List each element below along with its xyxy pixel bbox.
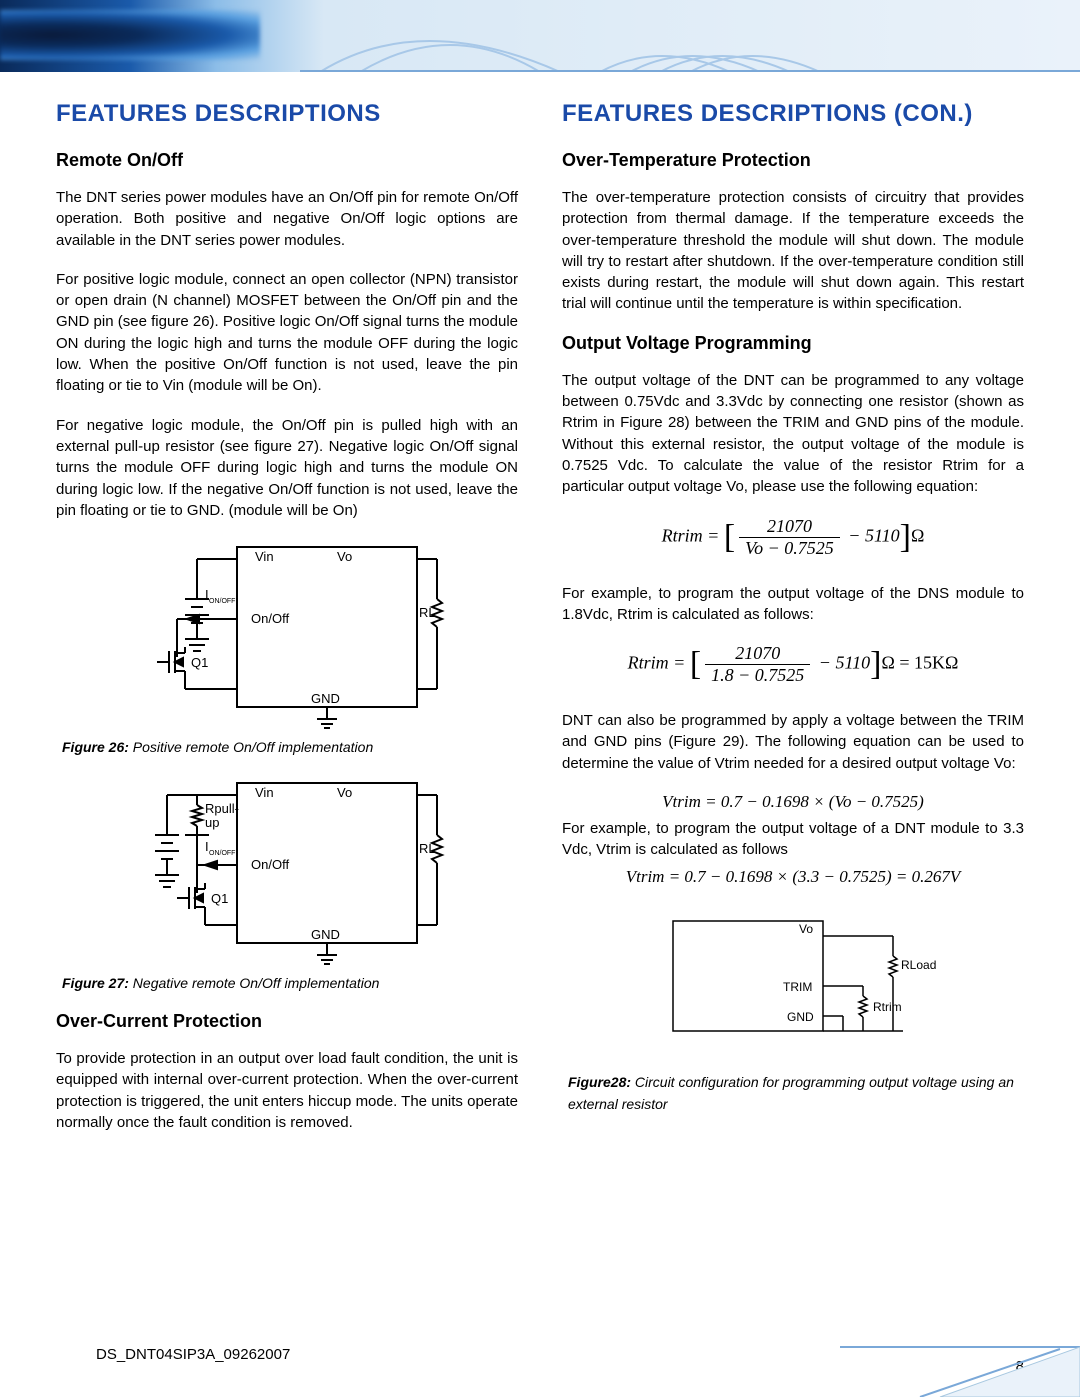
fig27-vin: Vin	[255, 785, 274, 800]
section-title-left: FEATURES DESCRIPTIONS	[56, 100, 518, 128]
fig26-q1: Q1	[191, 655, 208, 670]
fig28-rload: RLoad	[901, 958, 936, 972]
footer-doc-id: DS_DNT04SIP3A_09262007	[96, 1346, 290, 1363]
header-banner	[0, 0, 1080, 72]
ovp-p3: DNT can also be programmed by apply a vo…	[562, 710, 1024, 774]
right-column: FEATURES DESCRIPTIONS (CON.) Over-Temper…	[562, 100, 1024, 1135]
fig27-cap-b: Figure 27:	[62, 975, 129, 991]
fig27-rpull2: up	[205, 815, 219, 830]
fig28-rtrim: Rtrim	[873, 1000, 902, 1014]
remote-p2: For positive logic module, connect an op…	[56, 269, 518, 397]
figure-26: Vin Vo I ON/OFF On/Off RL Q1 GND	[127, 539, 447, 729]
eq2-den: 1.8 − 0.7525	[705, 665, 810, 686]
banner-arcs	[300, 0, 1080, 72]
banner-streak	[0, 10, 260, 60]
figure-26-caption: Figure 26: Positive remote On/Off implem…	[62, 739, 518, 755]
ovp-p4: For example, to program the output volta…	[562, 818, 1024, 861]
equation-4: Vtrim = 0.7 − 0.1698 × (3.3 − 0.7525) = …	[562, 867, 1024, 887]
fig26-cap-t: Positive remote On/Off implementation	[129, 739, 373, 755]
otp-heading: Over-Temperature Protection	[562, 150, 1024, 171]
fig26-vin: Vin	[255, 549, 274, 564]
fig27-gnd: GND	[311, 927, 340, 942]
eq1-unit: Ω	[911, 525, 924, 545]
fig26-vo: Vo	[337, 549, 352, 564]
fig28-cap-b: Figure28:	[568, 1074, 631, 1090]
eq2-unit: Ω = 15KΩ	[881, 653, 958, 673]
fig27-onoff: On/Off	[251, 857, 289, 872]
figure-27: Vin Vo Rpull- up I ON/OFF On/Off RL Q1 G…	[127, 775, 447, 965]
eq1-minus: − 5110	[848, 525, 899, 545]
fig28-gnd: GND	[787, 1010, 814, 1024]
figure-28: Vo TRIM GND RLoad Rtrim	[643, 901, 943, 1061]
ovp-p1: The output voltage of the DNT can be pro…	[562, 370, 1024, 498]
eq1-lhs: Rtrim =	[662, 525, 720, 545]
ocp-p: To provide protection in an output over …	[56, 1048, 518, 1133]
corner-accent	[840, 1337, 1080, 1397]
fig26-gnd: GND	[311, 691, 340, 706]
eq2-minus: − 5110	[819, 653, 870, 673]
eq2-num: 21070	[705, 643, 810, 665]
otp-p: The over-temperature protection consists…	[562, 187, 1024, 315]
remote-p3: For negative logic module, the On/Off pi…	[56, 415, 518, 521]
figure-28-caption: Figure28: Circuit configuration for prog…	[568, 1071, 1024, 1116]
remote-p1: The DNT series power modules have an On/…	[56, 187, 518, 251]
fig28-trim: TRIM	[783, 980, 812, 994]
fig28-vo: Vo	[799, 922, 813, 936]
eq2-lhs: Rtrim =	[628, 653, 686, 673]
fig26-ion-sub: ON/OFF	[209, 598, 235, 605]
left-column: FEATURES DESCRIPTIONS Remote On/Off The …	[56, 100, 518, 1135]
ocp-heading: Over-Current Protection	[56, 1011, 518, 1032]
fig27-ion-sub: ON/OFF	[209, 850, 235, 857]
equation-1: Rtrim = [21070Vo − 0.7525 − 5110]Ω	[562, 516, 1024, 559]
fig26-cap-b: Figure 26:	[62, 739, 129, 755]
fig27-rpull: Rpull-	[205, 801, 239, 816]
page-body: FEATURES DESCRIPTIONS Remote On/Off The …	[0, 72, 1080, 1135]
fig27-rl: RL	[419, 841, 436, 856]
eq1-num: 21070	[739, 516, 840, 538]
fig28-cap-t: Circuit configuration for programming ou…	[568, 1074, 1014, 1112]
remote-heading: Remote On/Off	[56, 150, 518, 171]
eq1-den: Vo − 0.7525	[739, 538, 840, 559]
fig27-cap-t: Negative remote On/Off implementation	[129, 975, 380, 991]
fig27-q1: Q1	[211, 891, 228, 906]
ovp-p2: For example, to program the output volta…	[562, 583, 1024, 626]
fig26-onoff: On/Off	[251, 611, 289, 626]
ovp-heading: Output Voltage Programming	[562, 333, 1024, 354]
equation-2: Rtrim = [210701.8 − 0.7525 − 5110]Ω = 15…	[562, 643, 1024, 686]
figure-27-caption: Figure 27: Negative remote On/Off implem…	[62, 975, 518, 991]
equation-3: Vtrim = 0.7 − 0.1698 × (Vo − 0.7525)	[562, 792, 1024, 812]
section-title-right: FEATURES DESCRIPTIONS (CON.)	[562, 100, 1024, 128]
fig26-rl: RL	[419, 605, 436, 620]
fig27-vo: Vo	[337, 785, 352, 800]
